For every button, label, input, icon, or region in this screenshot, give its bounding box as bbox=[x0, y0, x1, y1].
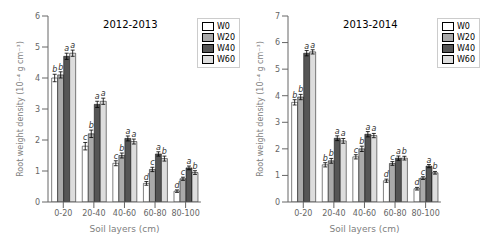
svg-text:5: 5 bbox=[275, 65, 280, 74]
html-text:W60: W60 bbox=[456, 55, 475, 64]
svg-text:d: d bbox=[144, 173, 150, 182]
svg-text:b: b bbox=[298, 85, 303, 94]
svg-text:6: 6 bbox=[35, 12, 40, 21]
svg-text:3: 3 bbox=[275, 118, 280, 127]
svg-text:20-40: 20-40 bbox=[322, 209, 345, 218]
svg-text:a: a bbox=[95, 92, 100, 101]
svg-text:a: a bbox=[341, 129, 346, 138]
svg-text:b: b bbox=[329, 149, 334, 158]
svg-text:c: c bbox=[390, 153, 395, 162]
svg-text:b: b bbox=[192, 162, 197, 171]
svg-text:a: a bbox=[310, 41, 315, 50]
svg-text:c: c bbox=[181, 168, 186, 177]
svg-text:b: b bbox=[359, 137, 364, 146]
svg-text:d: d bbox=[174, 181, 180, 190]
svg-text:a: a bbox=[187, 157, 192, 166]
html-text:W60: W60 bbox=[216, 55, 235, 64]
html-text:2012-2013: 2012-2013 bbox=[103, 19, 158, 30]
html-text:W0: W0 bbox=[216, 22, 230, 31]
svg-text:7: 7 bbox=[275, 12, 280, 21]
svg-text:a: a bbox=[125, 127, 130, 136]
svg-text:60-80: 60-80 bbox=[383, 209, 406, 218]
svg-text:0-20: 0-20 bbox=[294, 209, 312, 218]
svg-text:b: b bbox=[162, 147, 167, 156]
html-text:W20: W20 bbox=[456, 33, 475, 42]
svg-text:b: b bbox=[292, 91, 297, 100]
svg-text:1: 1 bbox=[35, 167, 40, 176]
svg-text:4: 4 bbox=[35, 74, 40, 83]
svg-text:40-60: 40-60 bbox=[353, 209, 376, 218]
svg-text:80-100: 80-100 bbox=[411, 209, 439, 218]
svg-text:c: c bbox=[83, 133, 88, 142]
svg-text:b: b bbox=[402, 147, 407, 156]
svg-text:a: a bbox=[156, 143, 161, 152]
html-text:W40: W40 bbox=[216, 44, 235, 53]
svg-text:2: 2 bbox=[275, 145, 280, 154]
svg-text:20-40: 20-40 bbox=[82, 209, 105, 218]
svg-text:b: b bbox=[323, 154, 328, 163]
svg-text:Soil layers (cm): Soil layers (cm) bbox=[89, 224, 159, 234]
html-text:W40: W40 bbox=[456, 44, 475, 53]
svg-text:b: b bbox=[52, 65, 57, 74]
svg-text:0: 0 bbox=[275, 198, 280, 207]
svg-text:a: a bbox=[304, 42, 309, 51]
html-text:2013-2014: 2013-2014 bbox=[343, 19, 398, 30]
html-text:W0: W0 bbox=[456, 22, 470, 31]
svg-text:d: d bbox=[384, 170, 390, 179]
svg-text:4: 4 bbox=[275, 92, 280, 101]
html-text:W20: W20 bbox=[216, 33, 235, 42]
svg-text:Root weight density (10⁻⁴ g cm: Root weight density (10⁻⁴ g cm⁻³) bbox=[16, 41, 25, 177]
svg-text:c: c bbox=[114, 152, 119, 161]
svg-text:80-100: 80-100 bbox=[171, 209, 199, 218]
svg-text:Root weight density (10⁻⁴ g cm: Root weight density (10⁻⁴ g cm⁻³) bbox=[256, 41, 265, 177]
svg-text:a: a bbox=[101, 89, 106, 98]
svg-text:a: a bbox=[365, 123, 370, 132]
svg-text:d: d bbox=[414, 178, 420, 187]
svg-text:c: c bbox=[354, 146, 359, 155]
svg-text:1: 1 bbox=[275, 171, 280, 180]
svg-text:b: b bbox=[432, 162, 437, 171]
svg-text:a: a bbox=[335, 127, 340, 136]
svg-text:a: a bbox=[70, 41, 75, 50]
svg-text:Soil layers (cm): Soil layers (cm) bbox=[329, 224, 399, 234]
svg-text:c: c bbox=[150, 158, 155, 167]
svg-text:c: c bbox=[421, 168, 426, 177]
svg-text:a: a bbox=[371, 124, 376, 133]
svg-text:a: a bbox=[64, 44, 69, 53]
svg-text:b: b bbox=[89, 121, 94, 130]
svg-text:0: 0 bbox=[35, 198, 40, 207]
svg-text:0-20: 0-20 bbox=[54, 209, 72, 218]
svg-text:6: 6 bbox=[275, 38, 280, 47]
svg-text:3: 3 bbox=[35, 105, 40, 114]
svg-text:5: 5 bbox=[35, 43, 40, 52]
svg-text:b: b bbox=[119, 144, 124, 153]
svg-text:b: b bbox=[58, 63, 63, 72]
svg-text:60-80: 60-80 bbox=[143, 209, 166, 218]
svg-text:a: a bbox=[427, 156, 432, 165]
svg-text:40-60: 40-60 bbox=[113, 209, 136, 218]
svg-text:a: a bbox=[396, 147, 401, 156]
svg-text:2: 2 bbox=[35, 136, 40, 145]
svg-text:a: a bbox=[131, 130, 136, 139]
